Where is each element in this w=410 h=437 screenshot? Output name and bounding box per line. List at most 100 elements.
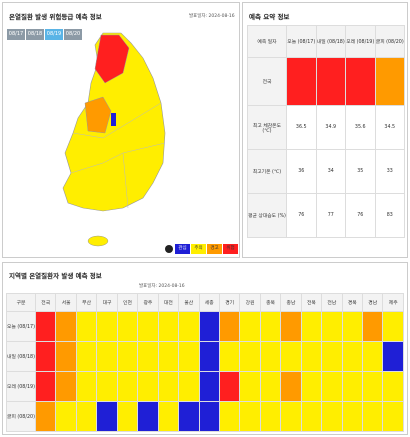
date-tab[interactable]: 08/19 [45,29,63,40]
data-row: 오늘 (08/17) [6,311,404,342]
risk-cell [137,311,159,342]
column-header: 충남 [280,293,302,312]
map-border [122,152,129,209]
risk-cell [116,311,139,342]
data-row: 최고 체감온도 (℃) 36.5 34.9 35.6 34.5 [247,105,405,150]
row-header: 글피 (08/20) [6,401,36,432]
risk-cell [137,371,159,402]
risk-cell [259,401,282,432]
value-cell: 76 [345,193,376,238]
column-header: 경북 [341,293,364,312]
legend-item: 경고 [207,244,222,254]
row-header: 최고 체감온도 (℃) [247,105,287,150]
risk-cell [157,311,180,342]
map-title: 온열질환 발생 위험등급 예측 정보 [9,13,102,21]
column-header: 내일 (08/18) [315,25,346,58]
column-header: 전남 [321,293,343,312]
risk-cell [300,401,323,432]
risk-cell [116,341,139,372]
risk-cell [75,341,98,372]
risk-cell [137,401,159,432]
column-header: 오늘 (08/17) [286,25,317,58]
date-tab[interactable]: 08/17 [7,29,25,40]
column-header: 제주 [382,293,404,312]
column-header: 경남 [361,293,384,312]
risk-cell [137,341,159,372]
date-tab[interactable]: 08/20 [64,29,82,40]
value-cell: 35.6 [345,105,376,150]
risk-cell [178,311,200,342]
risk-cell [280,371,302,402]
column-header: 경기 [218,293,241,312]
value-cell: 76 [286,193,317,238]
risk-cell [239,401,261,432]
risk-cell [239,371,261,402]
risk-cell [374,57,405,106]
column-header: 글피 (08/20) [374,25,405,58]
map [62,32,173,253]
value-cell: 35 [345,149,376,194]
column-header: 광주 [137,293,159,312]
column-header: 부산 [75,293,98,312]
risk-cell [280,341,302,372]
legend-item: 위험 [223,244,238,254]
risk-cell [198,341,220,372]
risk-cell [157,341,180,372]
column-header: 세종 [198,293,220,312]
risk-cell [361,341,384,372]
risk-cell [34,311,57,342]
risk-cell [259,371,282,402]
risk-cell [34,401,57,432]
data-row: 평균 상대습도 (%) 76 77 76 83 [247,193,405,238]
legend-item: 주의 [191,244,206,254]
help-icon[interactable] [165,245,173,253]
risk-cell [361,401,384,432]
risk-cell [157,401,180,432]
risk-cell [382,341,404,372]
column-header: 대구 [96,293,118,312]
risk-cell [315,57,346,106]
risk-cell [382,311,404,342]
risk-cell [55,371,77,402]
risk-cell [239,311,261,342]
column-header: 전국 [34,293,57,312]
map-region-orange [84,96,112,134]
risk-cell [259,311,282,342]
risk-cell [75,311,98,342]
map-date: 발표일자: 2024-08-16 [189,14,235,19]
risk-cell [198,371,220,402]
risk-cell [321,311,343,342]
value-cell: 36 [286,149,317,194]
risk-cell [341,311,364,342]
value-cell: 34.9 [315,105,346,150]
row-header: 오늘 (08/17) [6,311,36,342]
corner-cell: 구분 [6,293,36,312]
risk-cell [382,401,404,432]
column-header: 대전 [157,293,180,312]
header-row: 예측 일자 오늘 (08/17) 내일 (08/18) 모레 (08/19) 글피 (0… [247,25,405,58]
value-cell: 77 [315,193,346,238]
risk-cell [280,311,302,342]
risk-cell [75,371,98,402]
date-tab[interactable]: 08/18 [26,29,44,40]
column-header: 모레 (08/19) [345,25,376,58]
risk-cell [345,57,376,106]
column-header: 서울 [55,293,77,312]
map-region-blue [111,113,116,126]
risk-cell [178,371,200,402]
column-header: 충북 [259,293,282,312]
risk-cell [361,371,384,402]
risk-cell [55,401,77,432]
row-header: 최고기온 (℃) [247,149,287,194]
data-row: 모레 (08/19) [6,371,404,402]
data-row: 최고기온 (℃) 36 34 35 33 [247,149,405,194]
risk-cell [198,311,220,342]
risk-cell [361,311,384,342]
nation-row: 전국 [247,57,405,106]
risk-cell [321,401,343,432]
value-cell: 83 [374,193,405,238]
risk-cell [75,401,98,432]
value-cell: 36.5 [286,105,317,150]
risk-cell [96,401,118,432]
